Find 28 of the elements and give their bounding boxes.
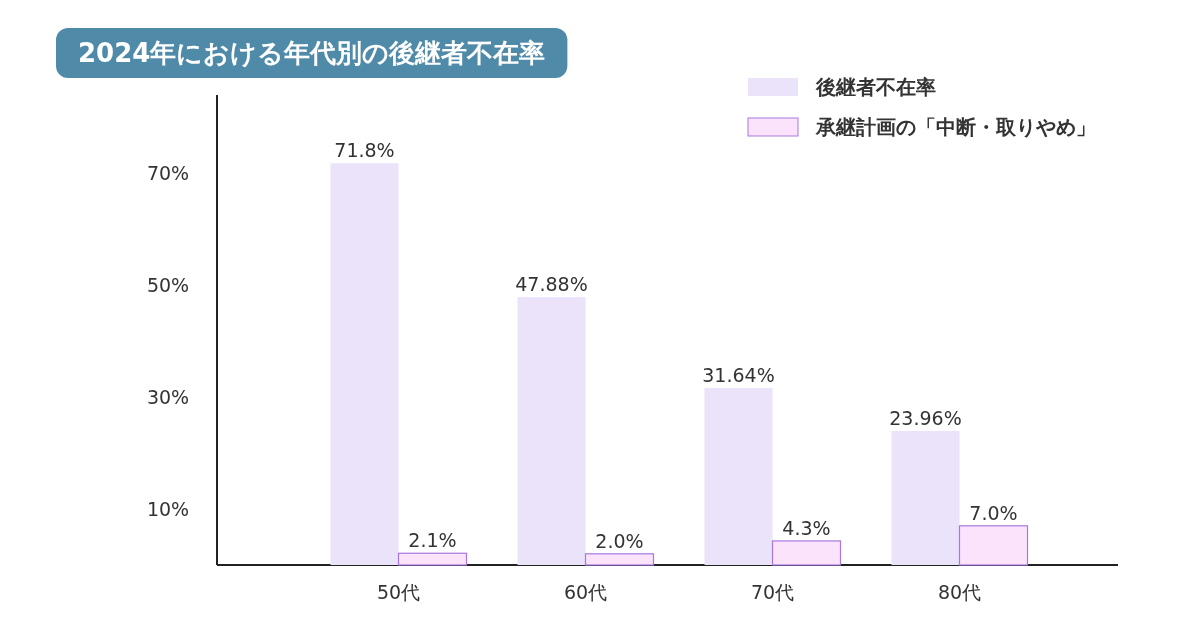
bar	[891, 430, 960, 565]
bar	[958, 525, 1029, 566]
x-tick-label: 60代	[563, 581, 608, 603]
data-label: 7.0%	[969, 501, 1018, 524]
bar	[330, 163, 399, 565]
bar	[397, 552, 468, 566]
legend-label: 後継者不在率	[815, 75, 936, 99]
x-tick-label: 70代	[750, 581, 795, 603]
data-label: 71.8%	[334, 139, 395, 162]
data-label: 47.88%	[515, 273, 588, 296]
data-label: 4.3%	[782, 516, 831, 539]
legend-label: 承継計画の「中断・取りやめ」	[815, 115, 1096, 139]
bar	[517, 297, 586, 565]
chart-title: 2024年における年代別の後継者不在率	[78, 38, 546, 68]
y-tick-label: 70%	[146, 162, 190, 185]
x-tick-label: 80代	[937, 581, 982, 603]
data-label: 2.0%	[595, 529, 644, 552]
x-tick-label: 50代	[376, 581, 421, 603]
data-label: 2.1%	[408, 529, 457, 552]
bar	[771, 540, 842, 566]
y-tick-label: 30%	[146, 386, 190, 409]
data-label: 31.64%	[702, 363, 775, 386]
y-tick-label: 50%	[146, 274, 190, 297]
y-tick-label: 10%	[146, 498, 190, 521]
data-label: 23.96%	[889, 406, 962, 429]
bar	[584, 553, 655, 566]
bar	[704, 387, 773, 565]
title: 2024年における年代別の後継者不在率	[56, 28, 568, 78]
